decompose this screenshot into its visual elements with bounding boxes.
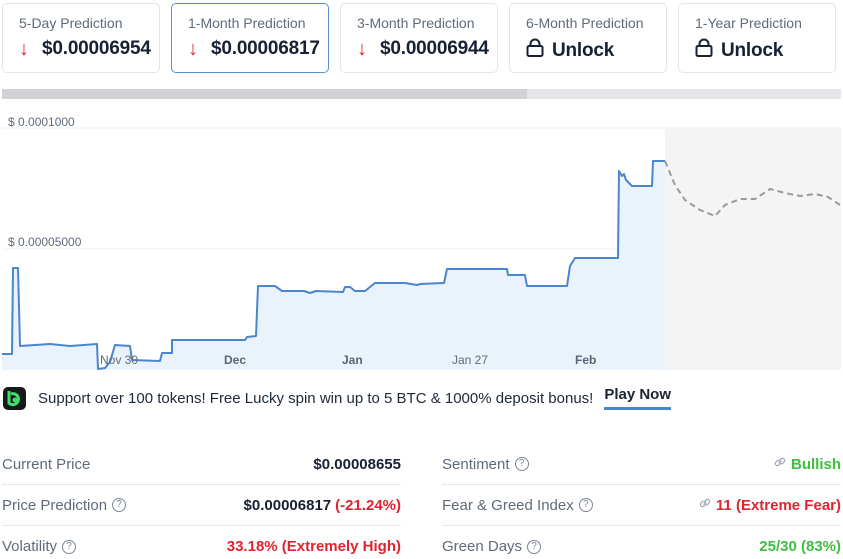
arrow-down-icon: ↓ <box>19 38 29 60</box>
x-axis-label: Nov 30 <box>100 353 139 367</box>
card-value: ↓ $0.00006954 <box>19 38 159 60</box>
card-3-month[interactable]: 3-Month Prediction ↓ $0.00006944 <box>340 3 498 73</box>
lock-icon <box>526 38 544 63</box>
promo-text: Support over 100 tokens! Free Lucky spin… <box>38 389 594 407</box>
stat-label: Current Price <box>2 455 91 473</box>
card-5-day[interactable]: 5-Day Prediction ↓ $0.00006954 <box>2 3 160 73</box>
chart-range-slider[interactable] <box>2 89 841 99</box>
sentiment-value: Bullish <box>790 455 841 473</box>
help-icon[interactable]: ? <box>62 539 77 554</box>
fear-greed-value: 11 (Extreme Fear) <box>715 496 841 514</box>
stat-label-text: Price Prediction <box>2 496 108 514</box>
help-icon[interactable]: ? <box>112 498 127 512</box>
stat-value: 11 (Extreme Fear) <box>698 496 841 514</box>
stats-left: Current Price $0.00008655 Price Predicti… <box>2 444 401 559</box>
stat-value: 33.18% (Extremely High) <box>226 538 401 555</box>
x-axis-label: Jan 27 <box>452 353 489 367</box>
y-axis-label: $ 0.00005000 <box>8 235 82 249</box>
link-icon[interactable] <box>698 496 712 514</box>
help-icon[interactable]: ? <box>578 498 593 512</box>
card-1-month[interactable]: 1-Month Prediction ↓ $0.00006817 <box>171 3 329 73</box>
card-6-month[interactable]: 6-Month Prediction Unlock <box>509 3 667 73</box>
stat-label: Green Days ? <box>442 538 542 555</box>
card-label: 6-Month Prediction <box>526 15 644 31</box>
stat-label: Volatility ? <box>2 538 77 555</box>
card-value: Unlock <box>526 38 666 63</box>
card-label: 1-Month Prediction <box>188 15 306 31</box>
predicted-price: $0.00006817 <box>243 496 332 514</box>
x-axis-label: Dec <box>224 353 247 367</box>
stat-label-text: Sentiment <box>442 455 510 473</box>
historical-price-line <box>2 160 665 370</box>
forecast-area <box>665 128 841 370</box>
prediction-cards: 5-Day Prediction ↓ $0.00006954 1-Month P… <box>2 3 836 73</box>
stat-label: Price Prediction ? <box>2 496 127 514</box>
historical-area <box>2 161 665 370</box>
stat-row-green-days: Green Days ? 25/30 (83%) <box>442 526 841 559</box>
stat-row-fear-greed: Fear & Greed Index ? 11 (Extreme Fear) <box>442 485 841 526</box>
stat-label-text: Volatility <box>2 538 58 555</box>
predicted-change: (-21.24%) <box>335 496 401 514</box>
card-value: Unlock <box>695 38 835 63</box>
stat-label: Fear & Greed Index ? <box>442 497 593 514</box>
stat-row-current-price: Current Price $0.00008655 <box>2 444 401 485</box>
stat-row-sentiment: Sentiment ? Bullish <box>442 444 841 485</box>
card-label: 3-Month Prediction <box>357 15 475 31</box>
x-axis-label: Feb <box>575 353 597 367</box>
help-icon[interactable]: ? <box>514 457 529 471</box>
help-icon[interactable]: ? <box>527 539 542 554</box>
chart-plot <box>2 127 841 370</box>
stat-value: 25/30 (83%) <box>759 538 841 555</box>
stat-label-text: Fear & Greed Index <box>442 496 574 514</box>
stats-right: Sentiment ? Bullish Fear & Greed Index ?… <box>442 444 841 559</box>
card-label: 1-Year Prediction <box>695 15 802 31</box>
prediction-price: $0.00006954 <box>42 38 151 59</box>
unlock-label: Unlock <box>552 39 615 61</box>
link-icon[interactable] <box>773 455 787 473</box>
arrow-down-icon: ↓ <box>188 38 198 60</box>
lock-icon <box>695 38 713 63</box>
prediction-price: $0.00006817 <box>211 38 320 59</box>
stat-value: $0.00006817 (-21.24%) <box>244 497 401 514</box>
card-1-year[interactable]: 1-Year Prediction Unlock <box>678 3 836 73</box>
stat-value: $0.00008655 <box>313 455 401 473</box>
stats-section: Current Price $0.00008655 Price Predicti… <box>2 444 841 559</box>
card-value: ↓ $0.00006944 <box>357 38 497 60</box>
price-chart: $ 0.0001000 $ 0.00005000 Nov 30 Dec Jan … <box>0 105 843 375</box>
forecast-line <box>664 160 841 218</box>
stat-row-volatility: Volatility ? 33.18% (Extremely High) <box>2 526 401 559</box>
stat-value: Bullish <box>773 455 841 473</box>
arrow-down-icon: ↓ <box>357 38 367 60</box>
prediction-price: $0.00006944 <box>380 38 489 59</box>
promo-banner: Support over 100 tokens! Free Lucky spin… <box>3 386 672 410</box>
card-label: 5-Day Prediction <box>19 15 123 31</box>
stat-label: Sentiment ? <box>442 456 529 473</box>
y-axis-label: $ 0.0001000 <box>8 115 75 129</box>
x-axis-label: Jan <box>342 353 363 367</box>
range-selection[interactable] <box>2 89 527 99</box>
play-now-link[interactable]: Play Now <box>604 386 672 410</box>
unlock-label: Unlock <box>721 39 784 61</box>
stat-label-text: Green Days <box>442 538 523 555</box>
card-value: ↓ $0.00006817 <box>188 38 328 60</box>
bc-game-logo-icon <box>3 386 26 410</box>
stat-row-price-prediction: Price Prediction ? $0.00006817 (-21.24%) <box>2 485 401 526</box>
